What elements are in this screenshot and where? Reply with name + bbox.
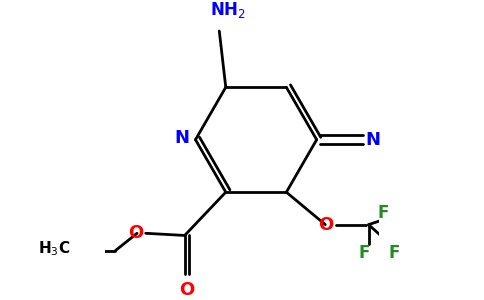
Text: H$_3$C: H$_3$C [38,239,70,258]
Text: O: O [128,224,144,242]
Text: N: N [365,131,380,149]
Text: O: O [318,216,333,234]
Text: F: F [377,205,389,223]
Text: NH$_2$: NH$_2$ [210,0,246,20]
Text: F: F [359,244,370,262]
Text: F: F [388,244,399,262]
Text: O: O [179,281,195,299]
Text: N: N [174,128,189,146]
